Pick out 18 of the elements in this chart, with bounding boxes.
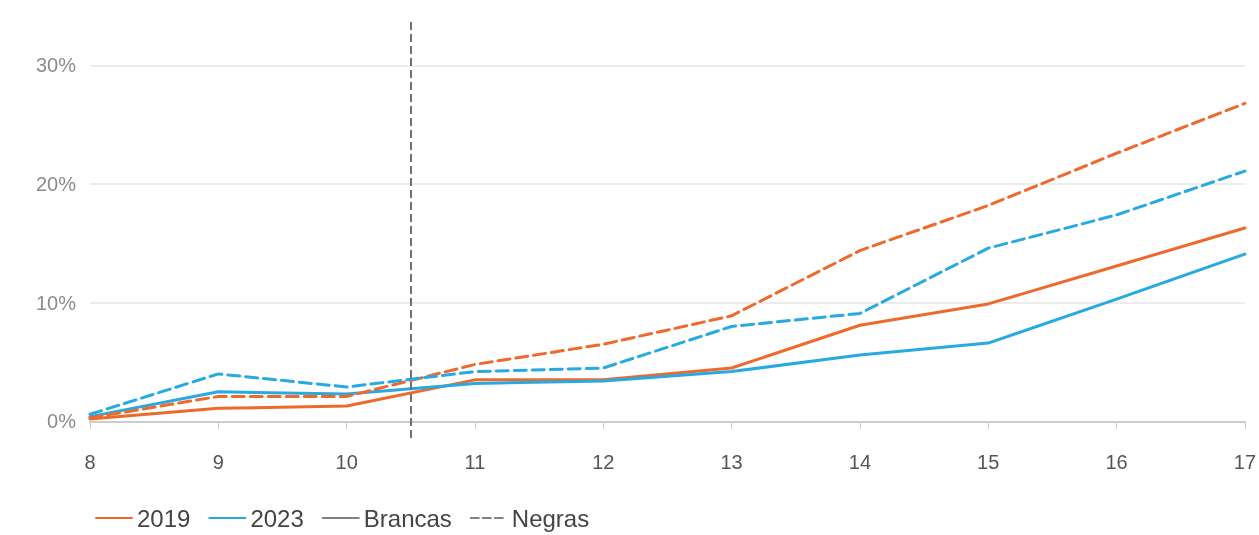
x-tick-label: 10: [335, 451, 358, 473]
x-tick-label: 16: [1105, 451, 1128, 473]
y-tick-label: 0%: [47, 410, 77, 433]
x-tick-label: 14: [848, 451, 872, 473]
legend-label: Brancas: [363, 504, 452, 532]
x-tick-label: 8: [84, 451, 96, 473]
y-tick-label: 10%: [35, 291, 77, 314]
x-tick-label: 13: [720, 451, 743, 473]
x-tick-label: 15: [977, 451, 1000, 473]
y-tick-label: 30%: [35, 54, 77, 77]
legend-label: 2019: [137, 504, 191, 532]
x-tick-label: 17: [1233, 451, 1256, 473]
legend-label: Negras: [511, 504, 590, 532]
y-tick-label: 20%: [35, 173, 77, 196]
x-tick-label: 12: [592, 451, 615, 473]
x-tick-label: 9: [212, 451, 224, 473]
x-tick-label: 11: [464, 451, 486, 473]
legend-label: 2023: [250, 504, 304, 532]
